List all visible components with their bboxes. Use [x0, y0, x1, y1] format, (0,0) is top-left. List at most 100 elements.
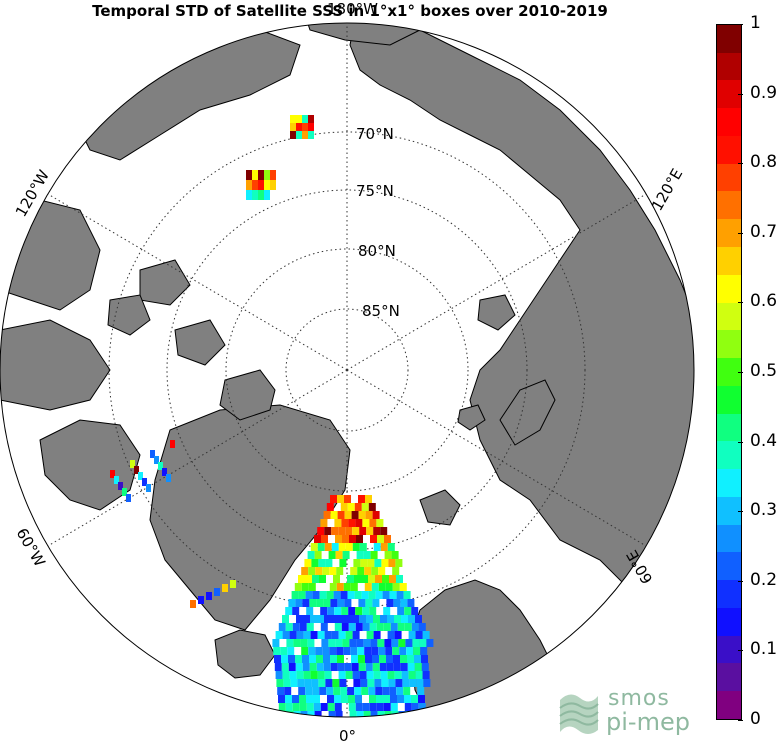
colorbar-tick-label: 0.9	[750, 82, 778, 103]
std-cell	[383, 623, 391, 631]
std-cell	[315, 567, 323, 575]
std-cell	[336, 719, 343, 727]
std-cell	[384, 551, 392, 559]
std-cell	[307, 639, 315, 647]
std-cell	[329, 567, 337, 575]
std-cell	[314, 711, 322, 717]
std-cell	[321, 639, 329, 647]
std-cell	[302, 115, 308, 123]
std-cell	[376, 695, 383, 703]
lon-label-top: 180°W	[327, 0, 378, 18]
std-cell	[330, 663, 338, 671]
std-cell	[422, 671, 430, 679]
colorbar-tick-label: 1	[750, 13, 761, 33]
std-cell	[368, 591, 376, 599]
std-cell	[278, 703, 286, 711]
std-cell	[288, 727, 295, 735]
std-cell	[397, 695, 404, 703]
colorbar-tick	[738, 720, 743, 721]
std-cell	[319, 687, 327, 695]
colorbar-segment	[717, 385, 741, 414]
std-cell	[375, 591, 383, 599]
std-cell	[368, 575, 375, 583]
std-cell	[365, 727, 372, 735]
std-cell	[327, 703, 335, 711]
std-cell	[395, 559, 403, 567]
std-cell	[376, 623, 384, 631]
std-cell	[392, 647, 400, 655]
colorbar-tick-label: 0.6	[750, 291, 778, 312]
std-cell	[350, 647, 358, 655]
std-cell	[408, 671, 416, 679]
std-cell	[391, 551, 399, 559]
std-cell	[335, 711, 343, 717]
std-cell	[349, 535, 356, 543]
std-cell	[308, 567, 316, 575]
std-cell	[314, 535, 321, 543]
std-cell	[361, 687, 369, 695]
std-cell	[273, 647, 281, 655]
std-cell	[400, 655, 407, 663]
std-cell	[369, 607, 377, 615]
std-cell	[364, 647, 372, 655]
std-cell	[292, 695, 299, 703]
colorbar-segment	[717, 469, 741, 497]
std-cell	[322, 567, 330, 575]
std-cell	[277, 687, 285, 695]
std-cell	[421, 655, 428, 663]
std-cell	[313, 703, 321, 711]
colorbar-segment	[717, 191, 741, 220]
std-cell	[394, 671, 402, 679]
std-cell	[358, 599, 366, 607]
std-cell	[275, 671, 283, 679]
std-cell	[355, 695, 362, 703]
std-cell	[302, 599, 310, 607]
std-cell	[364, 719, 371, 727]
std-cell	[264, 170, 270, 180]
std-cell	[382, 687, 390, 695]
std-cell	[386, 655, 393, 663]
std-cell	[401, 615, 408, 623]
std-cell	[308, 123, 314, 131]
colorbar-segment	[717, 52, 741, 81]
std-cell	[344, 511, 352, 519]
std-cell	[300, 639, 308, 647]
std-cell	[301, 647, 309, 655]
std-cell	[396, 575, 403, 583]
std-cell	[348, 623, 356, 631]
std-cell	[307, 711, 315, 717]
parallel-80	[225, 248, 469, 492]
lat-label-75: 75°N	[356, 182, 394, 200]
std-cell	[358, 655, 365, 663]
std-cell	[340, 591, 348, 599]
std-cell	[420, 647, 428, 655]
std-cell	[323, 663, 331, 671]
std-cell	[383, 695, 390, 703]
std-cell	[384, 711, 392, 717]
std-cell	[316, 655, 323, 663]
std-cell	[364, 567, 372, 575]
std-cell	[336, 583, 344, 591]
std-cell	[393, 663, 401, 671]
land-baffin	[39, 419, 141, 511]
std-cell	[312, 687, 320, 695]
std-cell	[320, 519, 328, 527]
land-severnaya	[477, 294, 516, 331]
std-cell	[295, 727, 302, 735]
std-cell	[337, 495, 344, 503]
std-cell	[285, 703, 293, 711]
std-cell	[310, 631, 318, 639]
std-cell	[378, 719, 385, 727]
std-cell	[343, 719, 350, 727]
std-cell	[345, 671, 353, 679]
std-cell	[403, 687, 411, 695]
std-cell	[377, 711, 385, 717]
std-cell	[328, 551, 336, 559]
std-cell	[290, 115, 296, 123]
std-cell	[417, 687, 425, 695]
std-cell	[403, 591, 411, 599]
std-cell	[307, 551, 315, 559]
std-cell	[366, 671, 374, 679]
std-cell	[369, 519, 377, 527]
std-cell	[366, 527, 374, 535]
